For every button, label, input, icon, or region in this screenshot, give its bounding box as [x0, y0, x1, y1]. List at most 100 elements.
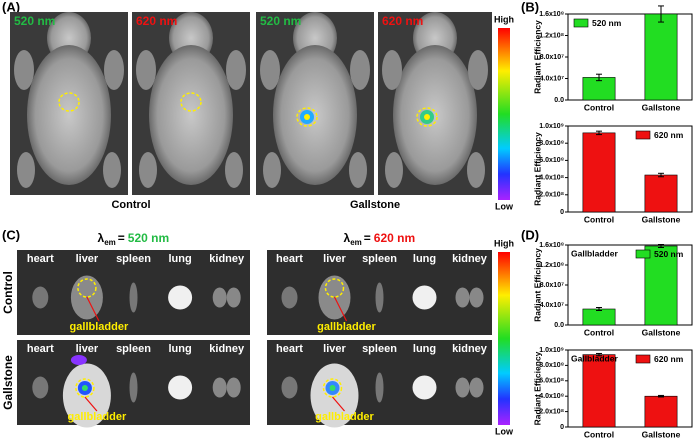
y-tick-label: 0 — [560, 209, 564, 216]
legend-swatch — [635, 249, 651, 259]
legend-label: 620 nm — [654, 354, 684, 364]
organ — [226, 287, 241, 308]
limb — [225, 152, 243, 188]
region-marker — [296, 107, 318, 127]
heading-part: 620 nm — [374, 231, 415, 245]
colorbar-high: High — [494, 14, 514, 24]
y-axis-label: Radiant Efficiency — [532, 351, 542, 425]
y-tick-label: 1.6x10⁸ — [539, 11, 564, 18]
x-tick-label: Control — [584, 327, 614, 337]
mouse-body — [27, 45, 111, 185]
limb — [14, 50, 34, 90]
y-tick-label: 8.0x10⁷ — [540, 282, 564, 289]
bar — [644, 395, 678, 428]
organ — [455, 377, 470, 398]
x-tick-label: Gallstone — [642, 214, 681, 224]
mouse-body — [149, 45, 233, 185]
organ — [412, 285, 437, 310]
colorbar-low: Low — [495, 201, 514, 211]
y-tick-label: 8.0x10⁷ — [540, 54, 564, 61]
limb — [104, 50, 124, 90]
mouse-body — [273, 45, 357, 185]
pointer-label: gallbladder — [70, 321, 129, 333]
error-bar — [596, 307, 602, 311]
bar — [582, 354, 616, 428]
region-marker — [58, 92, 80, 112]
heading-part: λ — [344, 231, 351, 245]
limb — [17, 152, 35, 188]
organ-label: heart — [276, 343, 303, 355]
colorbar-high: High — [494, 238, 514, 248]
chart-title: Gallbladder — [571, 248, 618, 258]
colorbar — [498, 252, 510, 425]
error-bar — [658, 5, 664, 23]
x-tick-label: Control — [584, 429, 614, 438]
organ — [212, 377, 227, 398]
region-marker — [77, 278, 97, 298]
y-tick-label: 1.6x10⁸ — [539, 242, 564, 249]
bar — [582, 132, 616, 213]
x-tick-label: Control — [584, 214, 614, 224]
organ-label: lung — [168, 253, 191, 265]
bar — [644, 174, 678, 213]
y-tick-label: 1.0x10⁹ — [539, 347, 564, 354]
organ-label: liver — [76, 343, 99, 355]
region-marker — [180, 92, 202, 112]
legend-label: 620 nm — [654, 130, 684, 140]
bar — [582, 308, 616, 326]
organ-label: heart — [27, 253, 54, 265]
organ-label: liver — [76, 253, 99, 265]
legend-swatch — [635, 354, 651, 364]
signal — [81, 385, 88, 391]
y-axis-label: Radiant Efficiency — [532, 132, 542, 206]
y-tick-label: 1.0x10⁹ — [539, 123, 564, 130]
emission-heading: λem = 620 nm — [344, 231, 416, 247]
y-tick-label: 4.0x10⁸ — [539, 174, 564, 181]
panel-label: (D) — [521, 227, 539, 242]
x-tick-label: Gallstone — [642, 429, 681, 438]
organ — [310, 363, 359, 428]
y-tick-label: 4.0x10⁷ — [540, 75, 564, 82]
error-bar — [658, 172, 664, 178]
pointer-label: gallbladder — [315, 411, 374, 423]
organ-label: heart — [276, 253, 303, 265]
organ-label: heart — [27, 343, 54, 355]
organ-label: spleen — [362, 253, 397, 265]
error-bar — [596, 73, 602, 82]
x-tick-label: Gallstone — [642, 327, 681, 337]
limb — [385, 152, 403, 188]
organ — [129, 372, 138, 403]
organ — [412, 375, 437, 400]
heading-part: em — [104, 238, 116, 247]
group-label: Control — [111, 199, 150, 211]
limb — [136, 50, 156, 90]
y-tick-label: 1.2x10⁸ — [539, 32, 564, 39]
pointer-label: gallbladder — [317, 321, 376, 333]
y-tick-label: 0.0 — [554, 97, 564, 104]
heading-part: em — [350, 238, 362, 247]
legend-label: 520 nm — [654, 249, 684, 259]
pointer — [86, 296, 100, 322]
bar — [644, 245, 678, 326]
organ-label: spleen — [116, 253, 151, 265]
panel-label: (C) — [2, 227, 20, 242]
heading-part: = — [118, 231, 125, 245]
limb — [382, 50, 402, 90]
plot-frame — [567, 125, 693, 213]
y-tick-label: 6.0x10⁸ — [539, 157, 564, 164]
y-tick-label: 1.2x10⁸ — [539, 262, 564, 269]
region-marker — [324, 278, 345, 298]
x-tick-label: Gallstone — [642, 102, 681, 112]
limb — [467, 152, 485, 188]
organ — [32, 376, 49, 399]
heading-part: λ — [98, 231, 105, 245]
panel-label: (B) — [521, 0, 539, 14]
colorbar — [498, 28, 510, 200]
organ-label: kidney — [452, 343, 488, 355]
organ — [469, 287, 484, 308]
error-bar — [596, 130, 602, 136]
heading-part: 520 nm — [128, 231, 169, 245]
row-label: Control — [1, 271, 15, 314]
bar — [644, 13, 678, 101]
